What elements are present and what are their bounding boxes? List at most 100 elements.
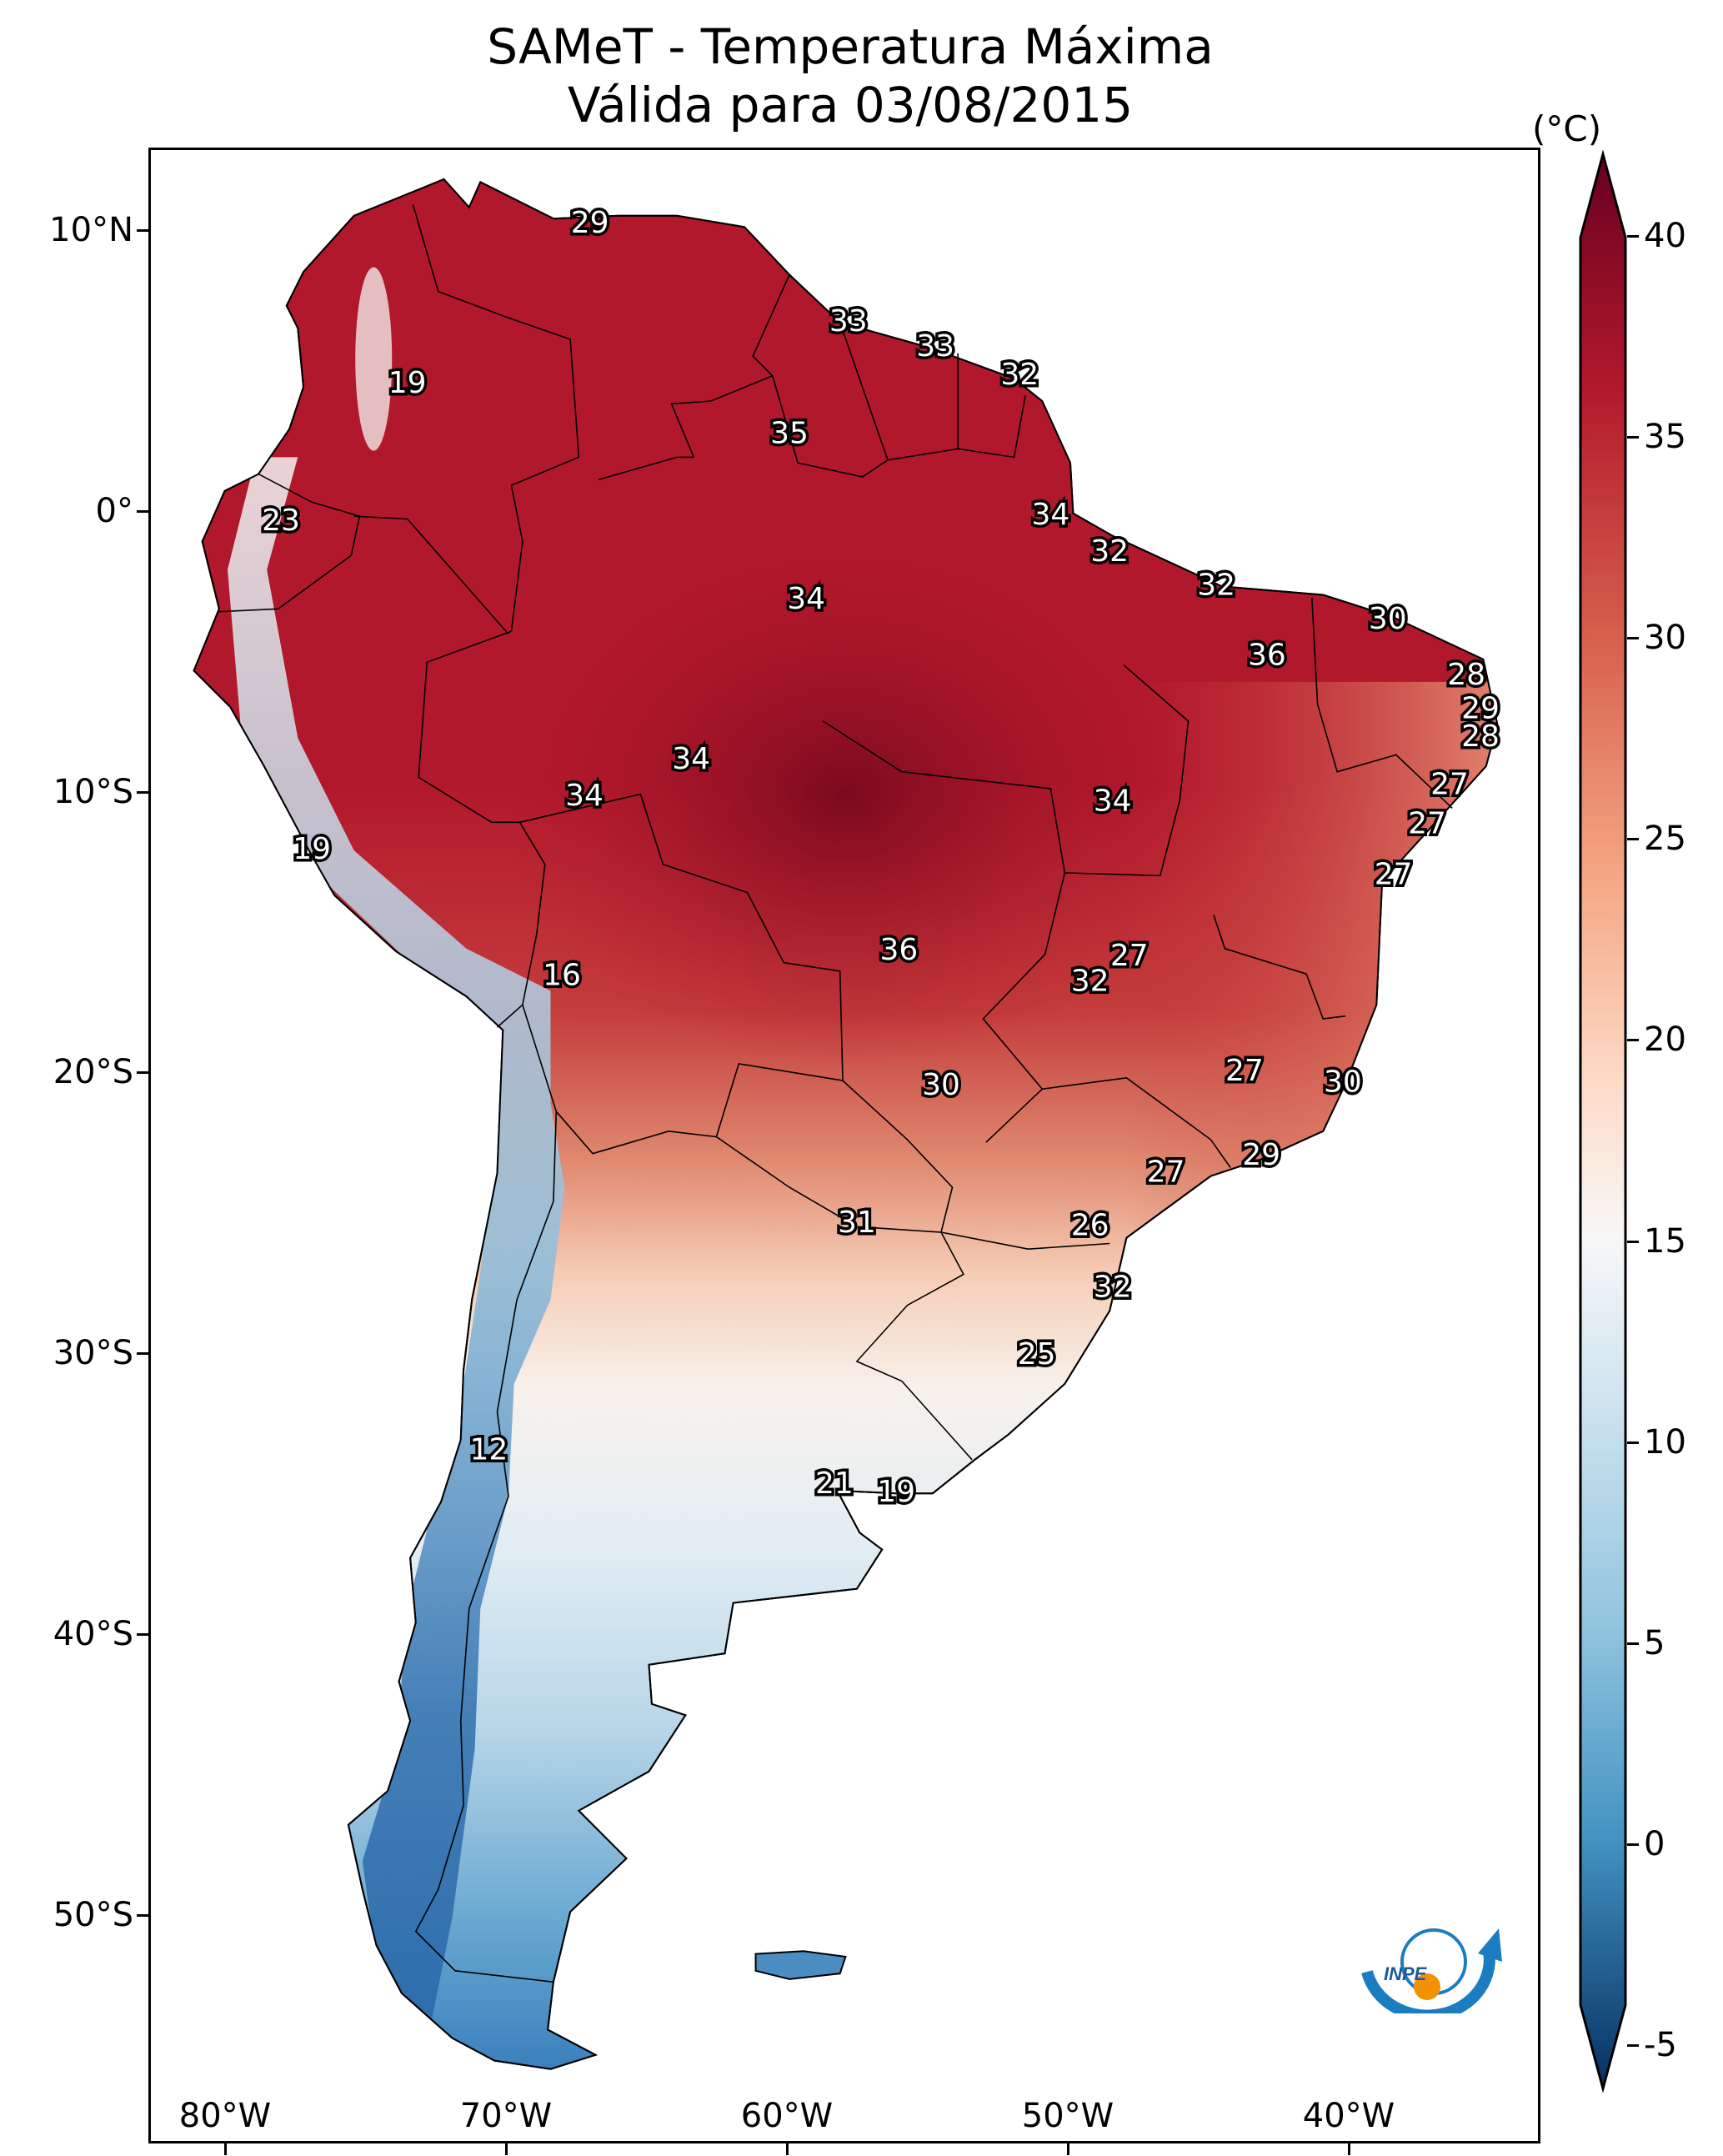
svg-text:INPE: INPE xyxy=(1384,1963,1428,1984)
station-label: 19 xyxy=(877,1475,915,1509)
station-label: 27 xyxy=(1147,1155,1185,1189)
longitude-tick-mark xyxy=(505,2143,508,2155)
station-label: 23 xyxy=(262,504,300,538)
map-subtitle: Válida para 03/08/2015 xyxy=(567,77,1134,133)
station-label: 27 xyxy=(1430,768,1469,802)
station-label: 28 xyxy=(1461,720,1500,754)
border-line xyxy=(414,1111,558,1983)
station-label: 27 xyxy=(1225,1054,1264,1088)
station-label: 21 xyxy=(815,1467,854,1501)
border-line xyxy=(940,1231,1110,1251)
station-label: 30 xyxy=(922,1068,960,1102)
latitude-tick-mark xyxy=(137,1913,148,1917)
station-label: 29 xyxy=(1461,692,1500,726)
longitude-tick-mark xyxy=(1348,2143,1350,2155)
station-label: 27 xyxy=(1375,857,1413,891)
station-label: 32 xyxy=(1000,358,1039,392)
border-line xyxy=(598,456,694,481)
longitude-tick-label: 40°W xyxy=(1302,2097,1395,2135)
colorbar-tick-mark xyxy=(1627,1039,1639,1042)
colorbar xyxy=(1579,150,1627,2093)
colorbar-unit: (°C) xyxy=(1532,108,1602,149)
border-line xyxy=(218,473,361,613)
colorbar-tick-mark xyxy=(1627,436,1639,439)
latitude-tick-mark xyxy=(137,229,148,232)
longitude-tick-label: 60°W xyxy=(740,2097,834,2135)
station-label: 30 xyxy=(1324,1065,1362,1100)
colorbar-tick-label: 25 xyxy=(1644,820,1686,859)
colorbar-tick-mark xyxy=(1627,1642,1639,1645)
station-label: 26 xyxy=(1071,1208,1109,1242)
colorbar-tick-mark xyxy=(1627,1843,1639,1846)
station-label: 35 xyxy=(770,417,809,451)
latitude-tick-label: 0° xyxy=(95,491,133,530)
station-label: 16 xyxy=(543,959,581,993)
colombia-highland-zone xyxy=(355,267,393,451)
station-label: 36 xyxy=(879,933,918,967)
colorbar-tick-mark xyxy=(1627,1240,1639,1243)
station-label: 12 xyxy=(469,1433,508,1467)
colorbar-tick-label: 5 xyxy=(1644,1623,1665,1662)
falkland-islands xyxy=(754,1950,847,1980)
border-line xyxy=(670,375,774,458)
longitude-tick-label: 70°W xyxy=(459,2097,553,2135)
station-label: 25 xyxy=(1018,1337,1056,1371)
latitude-tick-label: 40°S xyxy=(53,1615,133,1653)
longitude-tick-mark xyxy=(786,2143,789,2155)
border-line xyxy=(822,664,1190,877)
station-label: 34 xyxy=(1094,785,1132,819)
station-label: 30 xyxy=(1369,602,1407,636)
station-label: 34 xyxy=(672,742,710,776)
colorbar-tick-mark xyxy=(1627,1441,1639,1444)
station-label: 34 xyxy=(565,779,604,813)
colorbar-tick-mark xyxy=(1627,637,1639,640)
station-label: 36 xyxy=(1248,639,1286,673)
longitude-tick-label: 50°W xyxy=(1021,2097,1114,2135)
latitude-tick-label: 20°S xyxy=(53,1053,133,1092)
andes-cold-zone xyxy=(228,457,565,2030)
latitude-tick-label: 10°S xyxy=(53,772,133,811)
colorbar-tick-label: 20 xyxy=(1644,1020,1686,1060)
colorbar-tick-label: 40 xyxy=(1644,217,1686,255)
station-label: 19 xyxy=(293,832,331,866)
longitude-tick-mark xyxy=(224,2143,227,2155)
colorbar-tick-label: 15 xyxy=(1644,1221,1686,1261)
border-line xyxy=(1213,915,1346,1020)
latitude-tick-mark xyxy=(137,1633,148,1636)
longitude-tick-label: 80°W xyxy=(178,2097,272,2135)
station-label: 19 xyxy=(388,366,427,400)
border-line xyxy=(985,1076,1231,1168)
colorbar-tick-mark xyxy=(1627,838,1639,841)
map-title: SAMeT - Temperatura Máxima xyxy=(487,18,1214,75)
station-label: 32 xyxy=(1197,568,1235,602)
hot-core-zone xyxy=(495,519,1196,1070)
map-area: 29 33 33 32 19 35 23 34 32 32 34 30 36 28 29 28 34 27 34 34… xyxy=(148,148,1540,2143)
border-line xyxy=(412,204,580,632)
border-line xyxy=(1311,597,1453,809)
station-label: 31 xyxy=(838,1206,876,1240)
continent-shape xyxy=(193,178,1499,2070)
colorbar-fill xyxy=(1579,150,1627,2093)
latitude-tick-mark xyxy=(137,790,148,794)
station-label: 34 xyxy=(1031,498,1069,532)
station-label: 27 xyxy=(1110,939,1149,973)
station-label: 33 xyxy=(916,329,954,364)
station-label: 32 xyxy=(1090,534,1129,569)
border-line xyxy=(519,793,844,1081)
station-label: 29 xyxy=(1242,1138,1280,1172)
station-label: 32 xyxy=(1094,1270,1132,1304)
station-label: 29 xyxy=(571,206,609,240)
latitude-tick-label: 50°S xyxy=(53,1895,133,1934)
latitude-tick-label: 30°S xyxy=(53,1334,133,1373)
colorbar-tick-label: 10 xyxy=(1644,1422,1686,1462)
colorbar-tick-mark xyxy=(1627,2044,1639,2047)
latitude-tick-label: 10°N xyxy=(49,211,133,249)
border-line xyxy=(958,395,1026,459)
longitude-tick-mark xyxy=(1067,2143,1069,2155)
station-label: 32 xyxy=(1071,964,1109,998)
station-label: 28 xyxy=(1447,658,1485,692)
country-borders xyxy=(218,204,1453,1983)
colorbar-tick-mark xyxy=(1627,235,1639,238)
border-line xyxy=(887,353,959,461)
